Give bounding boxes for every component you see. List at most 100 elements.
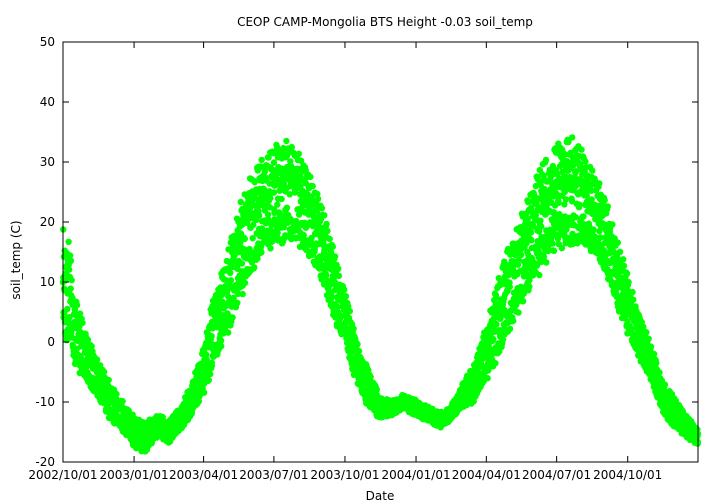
- data-point: [113, 390, 120, 398]
- data-point: [267, 195, 274, 202]
- data-point: [67, 257, 75, 264]
- data-point: [256, 212, 263, 219]
- data-point: [514, 261, 522, 268]
- data-point: [328, 249, 335, 256]
- data-point: [233, 234, 240, 242]
- data-point: [528, 204, 535, 211]
- x-tick-label: 2003/01/01: [99, 468, 168, 482]
- data-point: [569, 230, 576, 237]
- data-point: [542, 156, 550, 164]
- y-tick-label: 40: [40, 95, 55, 109]
- data-point: [572, 168, 580, 175]
- data-point: [237, 198, 244, 206]
- y-tick-label: 10: [40, 275, 55, 289]
- data-point: [661, 381, 669, 388]
- data-point: [93, 356, 101, 363]
- data-point: [218, 343, 225, 350]
- data-point: [66, 266, 73, 273]
- data-point: [195, 398, 202, 405]
- data-point: [326, 235, 333, 243]
- data-point: [540, 253, 548, 261]
- data-point: [558, 244, 566, 252]
- data-point: [527, 229, 535, 236]
- data-point: [526, 283, 533, 290]
- data-point: [265, 154, 272, 161]
- data-point: [490, 335, 497, 343]
- data-point: [205, 376, 212, 384]
- data-point: [300, 231, 307, 239]
- data-point: [295, 150, 302, 157]
- data-point: [334, 303, 341, 311]
- data-point: [524, 215, 532, 222]
- data-point: [580, 213, 587, 220]
- data-point: [650, 350, 658, 358]
- x-tick-label: 2002/10/01: [28, 468, 97, 482]
- data-point: [65, 238, 72, 245]
- data-point: [485, 342, 492, 349]
- data-point: [261, 186, 268, 193]
- data-point: [335, 265, 342, 272]
- data-point: [318, 204, 326, 212]
- data-point: [261, 168, 268, 175]
- data-point: [506, 283, 513, 291]
- data-point: [596, 180, 603, 187]
- data-point: [596, 227, 603, 235]
- data-point: [267, 245, 274, 252]
- data-point: [84, 336, 92, 343]
- data-point: [515, 309, 522, 316]
- data-point: [506, 325, 514, 333]
- data-point: [336, 315, 344, 322]
- data-point: [620, 262, 628, 270]
- data-point: [307, 173, 314, 181]
- data-point: [73, 301, 81, 309]
- data-point: [67, 285, 74, 292]
- x-tick-label: 2004/10/01: [593, 468, 662, 482]
- y-tick-label: 50: [40, 35, 55, 49]
- data-point: [270, 159, 278, 166]
- data-point: [203, 356, 210, 363]
- data-point: [355, 347, 363, 355]
- data-point: [258, 156, 265, 164]
- data-point: [283, 137, 290, 145]
- data-point: [519, 298, 527, 305]
- data-point: [68, 277, 75, 284]
- x-tick-label: 2004/01/01: [381, 468, 450, 482]
- data-point: [647, 343, 655, 350]
- data-point: [367, 373, 374, 381]
- x-tick-label: 2004/04/01: [452, 468, 521, 482]
- data-point: [643, 329, 650, 336]
- data-point: [215, 308, 222, 315]
- data-point: [499, 336, 507, 343]
- data-point: [278, 195, 285, 203]
- data-point: [321, 212, 328, 219]
- data-point: [208, 362, 216, 370]
- data-point: [227, 269, 234, 277]
- data-point: [589, 167, 596, 174]
- data-point: [119, 398, 126, 405]
- data-point: [604, 203, 611, 210]
- data-point: [287, 158, 294, 165]
- data-point: [331, 253, 339, 260]
- data-points: [59, 134, 702, 455]
- data-point: [566, 173, 574, 181]
- data-point: [373, 386, 380, 393]
- data-point: [528, 237, 535, 244]
- data-point: [601, 197, 608, 204]
- y-tick-label: -10: [35, 395, 55, 409]
- data-point: [76, 310, 84, 317]
- data-point: [241, 279, 249, 287]
- data-point: [258, 249, 265, 256]
- data-point: [309, 182, 316, 190]
- data-point: [591, 233, 599, 240]
- data-point: [335, 272, 343, 280]
- data-point: [324, 227, 331, 235]
- data-point: [588, 187, 595, 194]
- data-point: [354, 340, 361, 348]
- data-point: [629, 288, 636, 296]
- data-point: [227, 277, 235, 284]
- x-tick-label: 2004/07/01: [522, 468, 591, 482]
- data-point: [620, 256, 627, 263]
- data-point: [274, 201, 281, 208]
- data-point: [562, 196, 570, 203]
- data-point: [251, 264, 258, 271]
